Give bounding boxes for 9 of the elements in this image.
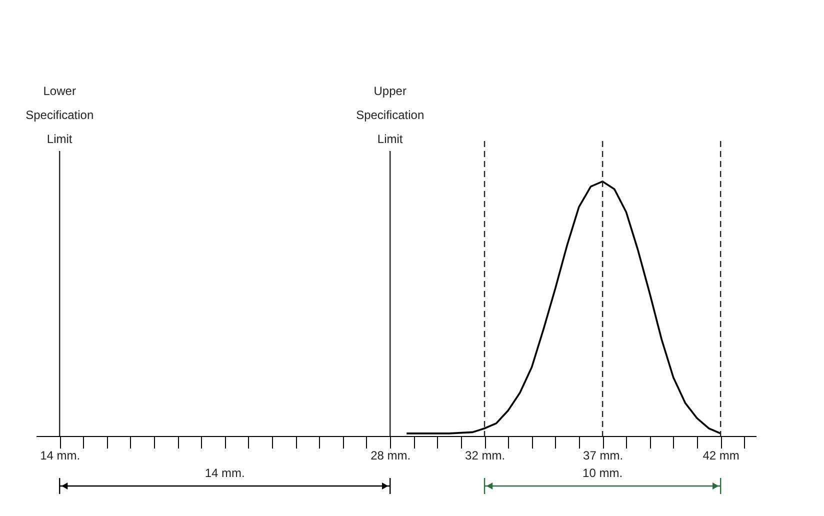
text: 14 mm. (204, 466, 245, 480)
x-tick-label: 32 mm. (465, 448, 506, 462)
x-tick-label: 28 mm. (370, 448, 411, 462)
text: 10 mm. (582, 466, 623, 480)
x-tick-label: 37 mm. (583, 448, 624, 462)
ref-line-label: Upper Specification Limit (356, 84, 424, 146)
x-tick-label: 14 mm. (40, 448, 80, 462)
ref-line-label: Lower Specification Limit (26, 84, 94, 146)
x-tick-label: 42 mm (702, 448, 740, 462)
